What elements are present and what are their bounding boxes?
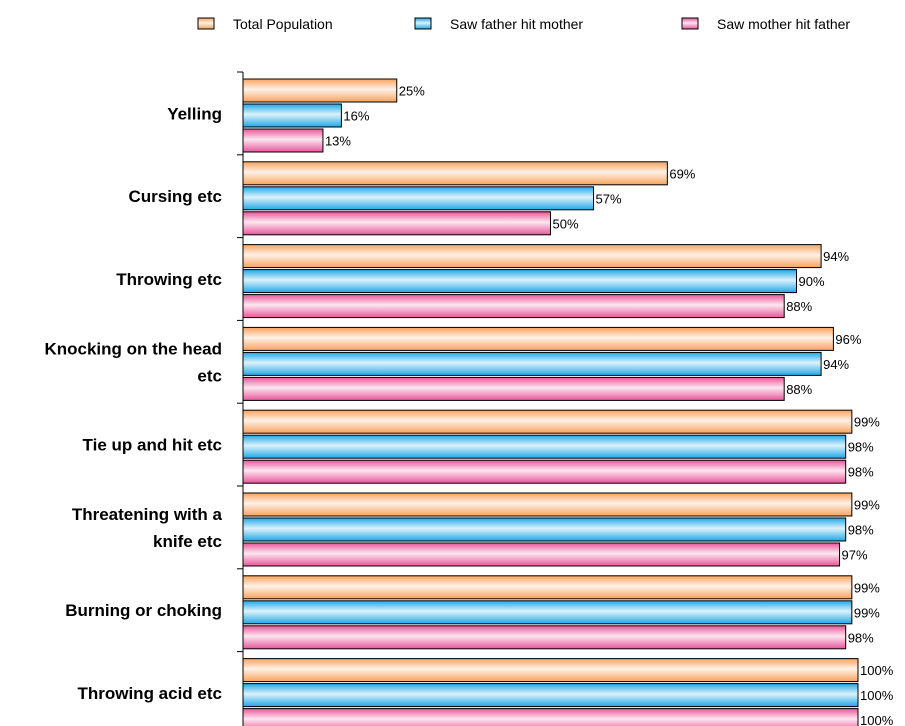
value-label: 100% (860, 663, 894, 678)
value-label: 99% (854, 580, 880, 595)
bar-threatening-with-a-knife-etc-total-population (242, 492, 853, 517)
bar-threatening-with-a-knife-etc-saw-mother-hit-father (242, 542, 841, 567)
value-label: 99% (854, 415, 880, 430)
category-label-tie-up-and-hit-etc: Tie up and hit etc (83, 436, 222, 455)
category-label-burning-or-choking: Burning or choking (65, 601, 222, 620)
value-label: 99% (854, 498, 880, 513)
bar-burning-or-choking-total-population (242, 575, 853, 600)
legend: Total Population Saw father hit mother Saw… (197, 16, 850, 32)
bar-throwing-etc-saw-father-hit-mother (242, 269, 797, 294)
value-label: 69% (669, 166, 695, 181)
bar-yelling-total-population (242, 78, 398, 103)
bar-tie-up-and-hit-etc-total-population (242, 409, 853, 434)
legend-label-saw-father-hit-mother: Saw father hit mother (450, 16, 583, 32)
bar-burning-or-choking-saw-father-hit-mother (242, 600, 853, 625)
value-label: 94% (823, 357, 849, 372)
bar-cursing-etc-total-population (242, 161, 668, 186)
legend-swatch-total-population (197, 17, 215, 30)
bar-tie-up-and-hit-etc-saw-father-hit-mother (242, 434, 847, 459)
value-label: 88% (786, 382, 812, 397)
bar-knocking-on-the-head-etc-total-population (242, 326, 834, 351)
legend-label-total-population: Total Population (233, 16, 333, 32)
value-label: 100% (860, 713, 894, 726)
category-label-yelling: Yelling (167, 104, 222, 123)
bar-threatening-with-a-knife-etc-saw-father-hit-mother (242, 517, 847, 542)
labels-group: 25% 16% 13% Yelling 69% 57% 50% Cursing etc 94% 9… (44, 84, 893, 726)
bar-knocking-on-the-head-etc-saw-mother-hit-father (242, 376, 785, 401)
bar-yelling-saw-father-hit-mother (242, 103, 342, 128)
value-label: 88% (786, 299, 812, 314)
value-label: 94% (823, 249, 849, 264)
value-label: 97% (842, 548, 868, 563)
category-label-throwing-acid-etc: Throwing acid etc (77, 684, 222, 703)
category-label-throwing-etc: Throwing etc (116, 270, 222, 289)
category-label-threatening-with-a-knife-etc: Threatening with a knife etc (72, 505, 223, 551)
bar-cursing-etc-saw-father-hit-mother (242, 186, 595, 211)
legend-label-saw-mother-hit-father: Saw mother hit father (717, 16, 850, 32)
value-label: 99% (854, 605, 880, 620)
category-label-knocking-on-the-head-etc: Knocking on the head etc (44, 339, 222, 385)
y-axis (237, 71, 244, 726)
value-label: 13% (325, 134, 351, 149)
value-label: 16% (343, 109, 369, 124)
value-label: 50% (553, 216, 579, 231)
bar-throwing-etc-saw-mother-hit-father (242, 294, 785, 319)
bar-burning-or-choking-saw-mother-hit-father (242, 625, 847, 650)
legend-swatch-saw-father-hit-mother (414, 17, 432, 30)
value-label: 25% (399, 84, 425, 99)
value-label: 98% (848, 523, 874, 538)
bar-yelling-saw-mother-hit-father (242, 128, 324, 153)
bar-throwing-acid-etc-saw-mother-hit-father (242, 708, 859, 726)
value-label: 98% (848, 465, 874, 480)
value-label: 98% (848, 440, 874, 455)
value-label: 90% (799, 274, 825, 289)
bar-throwing-acid-etc-saw-father-hit-mother (242, 683, 859, 708)
bar-knocking-on-the-head-etc-saw-father-hit-mother (242, 351, 822, 376)
legend-swatch-saw-mother-hit-father (681, 17, 699, 30)
bars-group (242, 78, 859, 726)
bar-throwing-etc-total-population (242, 244, 822, 269)
bar-throwing-acid-etc-total-population (242, 658, 859, 683)
value-label: 57% (596, 191, 622, 206)
value-label: 96% (835, 332, 861, 347)
value-label: 100% (860, 688, 894, 703)
bar-tie-up-and-hit-etc-saw-mother-hit-father (242, 459, 847, 484)
value-label: 98% (848, 630, 874, 645)
bar-cursing-etc-saw-mother-hit-father (242, 211, 551, 236)
category-label-cursing-etc: Cursing etc (128, 187, 222, 206)
